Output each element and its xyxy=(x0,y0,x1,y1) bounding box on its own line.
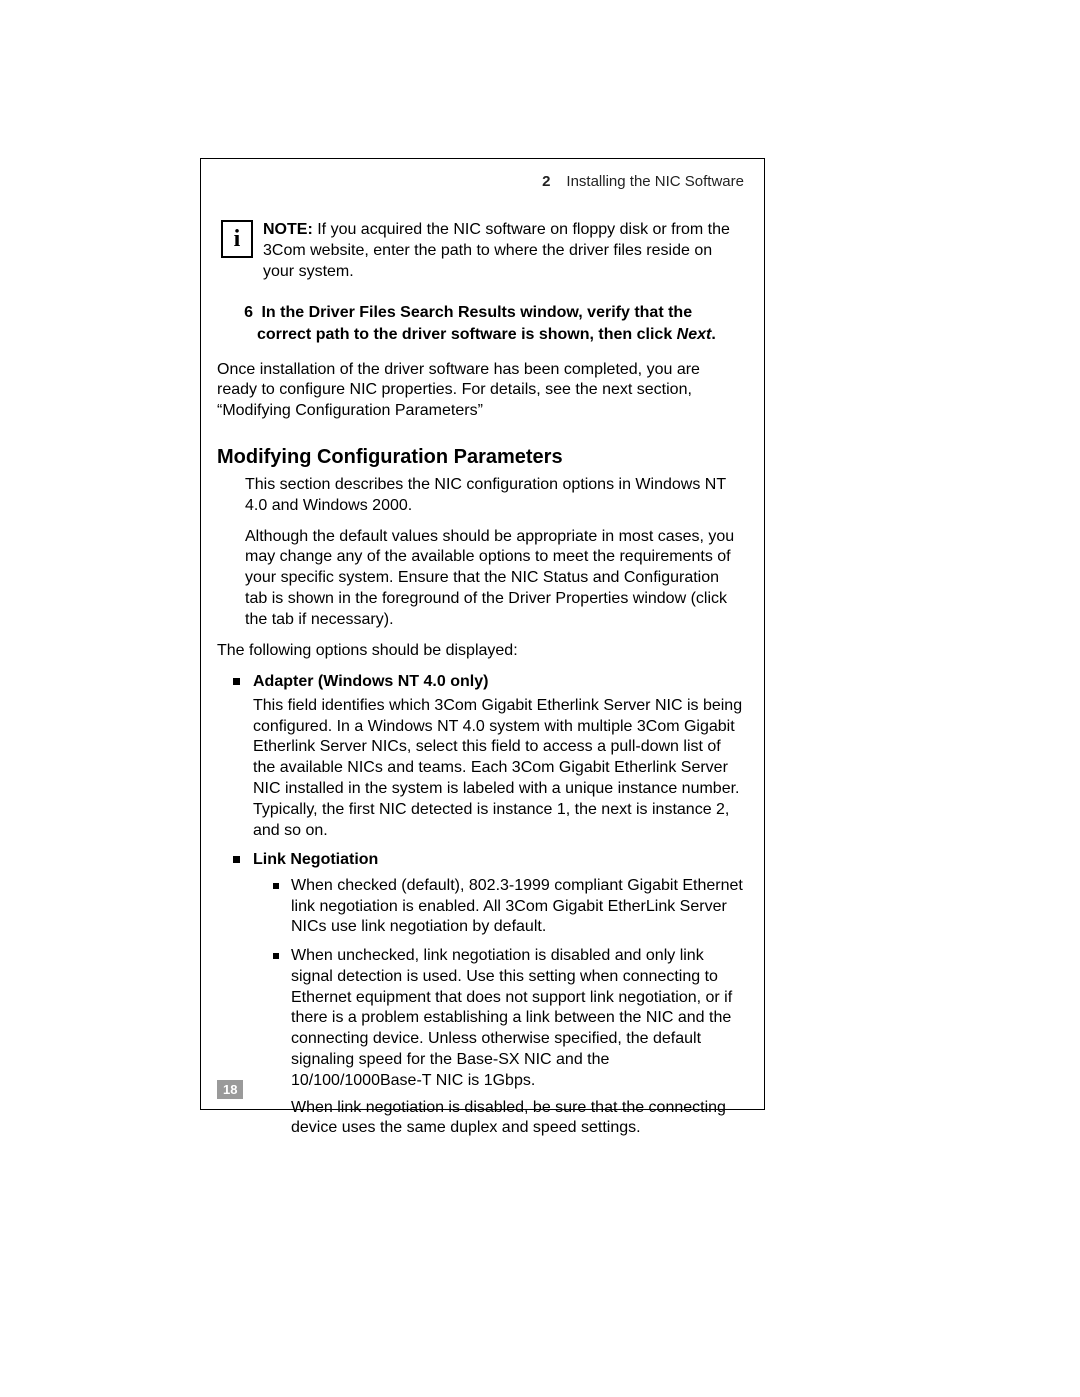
chapter-title: Installing the NIC Software xyxy=(566,173,744,190)
option-body: This field identifies which 3Com Gigabit… xyxy=(253,696,744,842)
note-label: NOTE: xyxy=(263,221,313,238)
step-italic: Next xyxy=(677,326,712,343)
option-title: Adapter (Windows NT 4.0 only) xyxy=(253,671,744,693)
info-icon: i xyxy=(221,220,253,258)
note-block: i NOTE: If you acquired the NIC software… xyxy=(221,220,744,282)
section-heading: Modifying Configuration Parameters xyxy=(217,446,744,469)
option-adapter: Adapter (Windows NT 4.0 only) This field… xyxy=(233,671,744,841)
note-body: If you acquired the NIC software on flop… xyxy=(263,221,730,280)
link-negotiation-sublist: When checked (default), 802.3-1999 compl… xyxy=(273,876,744,1140)
chapter-number: 2 xyxy=(542,173,550,190)
running-header: 2 Installing the NIC Software xyxy=(217,173,744,190)
sub-item-checked: When checked (default), 802.3-1999 compl… xyxy=(273,876,744,938)
section-intro-1: This section describes the NIC configura… xyxy=(245,475,744,517)
step-number: 6 xyxy=(235,302,253,324)
sub-text: When unchecked, link negotiation is disa… xyxy=(291,947,732,1089)
post-step-paragraph: Once installation of the driver software… xyxy=(217,360,744,422)
options-lead: The following options should be displaye… xyxy=(217,641,744,662)
step-6: 6 In the Driver Files Search Results win… xyxy=(217,302,744,345)
document-page: 2 Installing the NIC Software i NOTE: If … xyxy=(0,0,1080,1397)
page-frame: 2 Installing the NIC Software i NOTE: If … xyxy=(200,158,765,1110)
sub-followup: When link negotiation is disabled, be su… xyxy=(291,1098,744,1140)
section-intro-2: Although the default values should be ap… xyxy=(245,527,744,631)
option-title: Link Negotiation xyxy=(253,849,744,871)
options-list: Adapter (Windows NT 4.0 only) This field… xyxy=(233,671,744,1139)
step-text-after: . xyxy=(711,326,715,343)
sub-item-unchecked: When unchecked, link negotiation is disa… xyxy=(273,946,744,1139)
note-text: NOTE: If you acquired the NIC software o… xyxy=(263,220,744,282)
sub-text: When checked (default), 802.3-1999 compl… xyxy=(291,877,743,936)
step-text-before: In the Driver Files Search Results windo… xyxy=(257,304,692,343)
page-number: 18 xyxy=(217,1080,243,1099)
option-link-negotiation: Link Negotiation When checked (default),… xyxy=(233,849,744,1139)
